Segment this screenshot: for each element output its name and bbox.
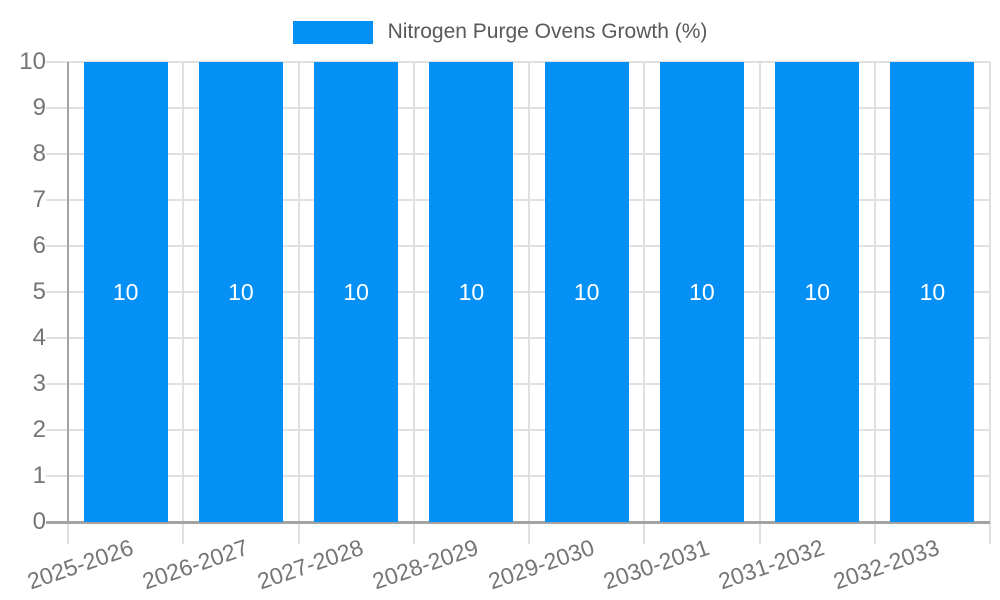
y-axis-tick-label: 8: [32, 140, 46, 167]
bar[interactable]: 10: [775, 62, 860, 522]
y-axis-tick-label: 1: [32, 462, 46, 489]
y-gridline: [46, 107, 990, 109]
y-gridline: [46, 291, 990, 293]
bar-value-label: 10: [112, 278, 139, 305]
y-axis-tick-label: 3: [32, 370, 46, 397]
x-gridline: [758, 62, 761, 544]
y-gridline: [46, 337, 990, 339]
bar-value-label: 10: [458, 278, 485, 305]
bar[interactable]: 10: [314, 62, 399, 522]
bar[interactable]: 10: [198, 62, 283, 522]
x-gridline: [528, 62, 530, 544]
y-axis-tick-label: 10: [19, 48, 46, 75]
bar[interactable]: 10: [83, 62, 168, 522]
y-axis-tick-label: 6: [32, 232, 46, 259]
x-gridline: [989, 62, 991, 544]
x-gridline: [873, 62, 876, 544]
y-axis-tick-label: 9: [32, 94, 46, 121]
legend-label: Nitrogen Purge Ovens Growth (%): [387, 20, 708, 43]
y-axis-tick-label: 7: [32, 186, 46, 213]
bar[interactable]: 10: [544, 62, 629, 522]
y-gridline: [46, 383, 990, 385]
y-axis-tick-label: 4: [32, 324, 46, 351]
legend[interactable]: Nitrogen Purge Ovens Growth (%): [0, 20, 1000, 44]
bar-value-label: 10: [804, 278, 830, 305]
y-gridline: [46, 475, 990, 477]
y-gridline: [46, 429, 990, 431]
bar[interactable]: 10: [429, 62, 514, 522]
y-gridline: [46, 153, 990, 155]
y-gridline: [46, 245, 990, 247]
bar[interactable]: 10: [890, 62, 975, 522]
x-gridline: [182, 62, 185, 544]
y-axis-tick-label: 2: [32, 416, 46, 443]
x-gridline: [412, 62, 415, 544]
bar-value-label: 10: [343, 278, 369, 305]
bar-value-label: 10: [689, 278, 715, 305]
y-axis-line: [67, 62, 69, 522]
y-gridline: [46, 61, 990, 63]
x-axis-line: [46, 521, 990, 524]
bar[interactable]: 10: [659, 62, 744, 522]
bar-value-label: 10: [919, 278, 946, 305]
x-gridline: [297, 62, 300, 544]
y-axis-tick-label: 5: [32, 278, 46, 305]
legend-swatch: [292, 20, 373, 44]
bar-value-label: 10: [573, 278, 600, 305]
bar-value-label: 10: [228, 278, 254, 305]
x-gridline: [643, 62, 646, 544]
y-gridline: [46, 199, 990, 201]
y-axis-tick-label: 0: [32, 508, 46, 535]
